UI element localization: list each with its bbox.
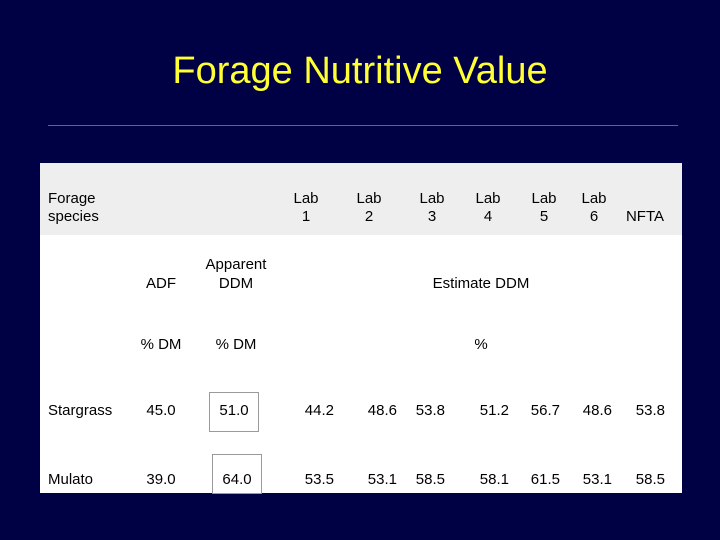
lab-2-header-line1: Lab	[356, 190, 382, 207]
lab-1-value: 53.5	[304, 471, 334, 488]
forage-header-line1: Forage	[48, 190, 96, 207]
estimate-ddm-header: Estimate DDM	[432, 275, 530, 292]
adf-value: 45.0	[146, 402, 176, 419]
nutritive-value-table: Forage species Lab 1 Lab 2 Lab 3 Lab 4 L…	[40, 163, 682, 494]
lab-3-header-line2: 3	[427, 208, 437, 225]
forage-name-stargrass: Stargrass	[48, 402, 113, 419]
lab-3-value: 58.5	[415, 471, 445, 488]
lab-3-header-line1: Lab	[419, 190, 445, 207]
lab-4-header-line1: Lab	[475, 190, 501, 207]
lab-1-value: 44.2	[304, 402, 334, 419]
nfta-value: 58.5	[635, 471, 665, 488]
lab-6-value: 48.6	[582, 402, 612, 419]
lab-6-header-line2: 6	[589, 208, 599, 225]
table-header-band	[40, 163, 682, 235]
nfta-value: 53.8	[635, 402, 665, 419]
apparent-ddm-value: 51.0	[219, 402, 249, 419]
lab-2-value: 48.6	[367, 402, 397, 419]
lab-6-header-line1: Lab	[581, 190, 607, 207]
lab-3-value: 53.8	[415, 402, 445, 419]
apparent-ddm-header-line2: DDM	[218, 275, 254, 292]
adf-unit: % DM	[140, 336, 182, 353]
apparent-ddm-unit: % DM	[215, 336, 257, 353]
apparent-ddm-header-line1: Apparent	[205, 256, 267, 273]
lab-1-header-line2: 1	[301, 208, 311, 225]
lab-2-value: 53.1	[367, 471, 397, 488]
lab-5-value: 56.7	[530, 402, 560, 419]
lab-5-value: 61.5	[530, 471, 560, 488]
adf-header: ADF	[146, 275, 176, 292]
lab-6-value: 53.1	[582, 471, 612, 488]
lab-1-header-line1: Lab	[293, 190, 319, 207]
lab-5-header-line1: Lab	[531, 190, 557, 207]
lab-4-value: 58.1	[479, 471, 509, 488]
title-divider	[48, 125, 678, 126]
slide-title: Forage Nutritive Value	[172, 50, 548, 92]
apparent-ddm-highlight-box	[212, 454, 262, 494]
forage-name-mulato: Mulato	[48, 471, 94, 488]
lab-4-value: 51.2	[479, 402, 509, 419]
apparent-ddm-value: 64.0	[222, 471, 252, 488]
lab-5-header-line2: 5	[539, 208, 549, 225]
estimate-ddm-unit: %	[474, 336, 488, 353]
forage-header-line2: species	[48, 208, 99, 225]
lab-2-header-line2: 2	[364, 208, 374, 225]
nfta-header: NFTA	[625, 208, 665, 225]
lab-4-header-line2: 4	[483, 208, 493, 225]
apparent-ddm-highlight-box	[209, 392, 259, 432]
adf-value: 39.0	[146, 471, 176, 488]
